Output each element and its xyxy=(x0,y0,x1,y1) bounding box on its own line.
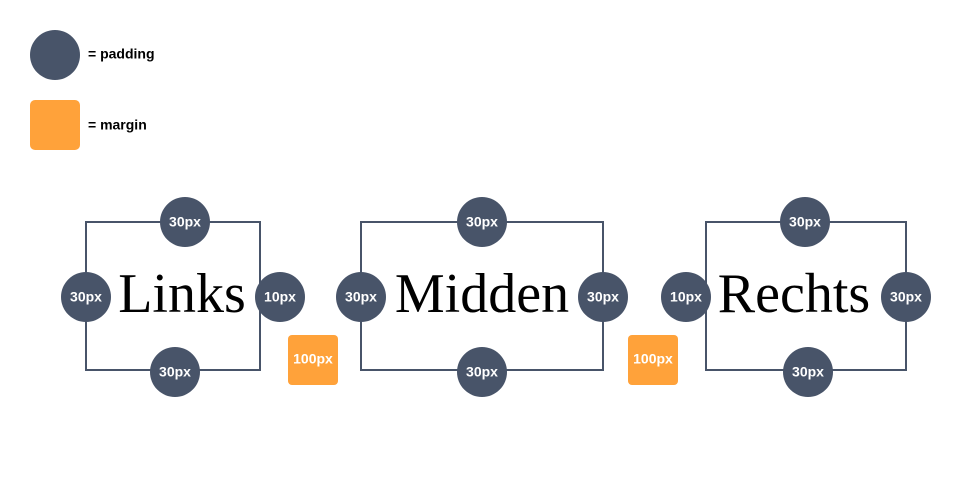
padding-badge xyxy=(61,272,111,322)
padding-badge xyxy=(780,197,830,247)
margin-value: 100px xyxy=(293,351,333,367)
box-label: Midden xyxy=(395,263,569,325)
padding-value: 30px xyxy=(169,214,201,230)
legend-margin-swatch xyxy=(30,100,80,150)
padding-badge xyxy=(160,197,210,247)
legend-label: = padding xyxy=(88,46,155,62)
padding-value: 30px xyxy=(587,289,619,305)
margin-value: 100px xyxy=(633,351,673,367)
padding-value: 30px xyxy=(345,289,377,305)
padding-value: 30px xyxy=(466,214,498,230)
padding-value: 30px xyxy=(70,289,102,305)
padding-badge xyxy=(457,197,507,247)
padding-badge xyxy=(783,347,833,397)
margin-badge xyxy=(628,335,678,385)
box-label: Links xyxy=(118,263,246,325)
padding-badge xyxy=(578,272,628,322)
padding-value: 30px xyxy=(789,214,821,230)
padding-value: 10px xyxy=(264,289,296,305)
padding-value: 30px xyxy=(159,364,191,380)
box-label: Rechts xyxy=(718,263,870,325)
legend-label: = margin xyxy=(88,117,147,133)
padding-badge xyxy=(336,272,386,322)
margin-badge xyxy=(288,335,338,385)
padding-value: 30px xyxy=(890,289,922,305)
padding-value: 30px xyxy=(792,364,824,380)
padding-badge xyxy=(661,272,711,322)
padding-badge xyxy=(881,272,931,322)
padding-value: 10px xyxy=(670,289,702,305)
legend-padding-swatch xyxy=(30,30,80,80)
padding-badge xyxy=(255,272,305,322)
padding-badge xyxy=(457,347,507,397)
padding-badge xyxy=(150,347,200,397)
padding-value: 30px xyxy=(466,364,498,380)
